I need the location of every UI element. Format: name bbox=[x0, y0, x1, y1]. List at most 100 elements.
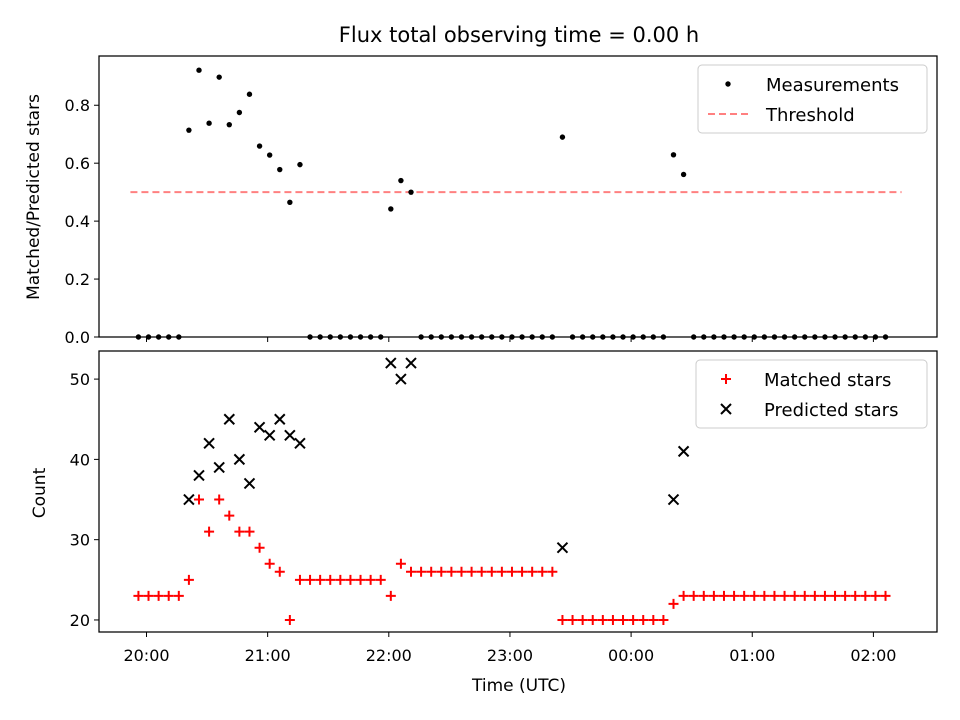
matched-star-point bbox=[153, 590, 164, 601]
matched-star-point bbox=[163, 590, 174, 601]
matched-star-point bbox=[436, 566, 447, 577]
predicted-star-point bbox=[556, 541, 569, 554]
matched-star-point bbox=[506, 566, 517, 577]
matched-star-point bbox=[799, 590, 810, 601]
measurement-point bbox=[680, 171, 687, 178]
matched-star-point bbox=[537, 566, 548, 577]
predicted-star-point bbox=[233, 453, 246, 466]
y-tick-label: 0.6 bbox=[65, 154, 90, 173]
matched-star-point bbox=[325, 574, 336, 585]
predicted-star-point bbox=[405, 357, 417, 369]
matched-star-point bbox=[850, 590, 861, 601]
matched-star-point bbox=[607, 614, 618, 625]
matched-star-point bbox=[880, 590, 891, 601]
matched-star-point bbox=[527, 566, 538, 577]
x-tick-label: 02:00 bbox=[850, 646, 896, 665]
matched-star-point bbox=[264, 558, 275, 569]
matched-star-point bbox=[294, 574, 305, 585]
matched-star-point bbox=[830, 590, 841, 601]
measurement-point bbox=[388, 206, 394, 212]
predicted-star-point bbox=[263, 429, 276, 442]
matched-star-point bbox=[678, 590, 689, 601]
predicted-star-point bbox=[213, 461, 225, 474]
measurement-point bbox=[670, 152, 677, 158]
measurement-point bbox=[226, 121, 232, 128]
matched-star-point bbox=[426, 566, 437, 577]
matched-star-point bbox=[860, 590, 871, 601]
matched-star-point bbox=[819, 590, 830, 601]
matched-star-point bbox=[840, 590, 851, 601]
axes-frame bbox=[98, 55, 938, 338]
measurement-point bbox=[559, 134, 566, 140]
legend-swatch bbox=[725, 81, 731, 87]
predicted-star-point bbox=[677, 445, 690, 458]
matched-star-point bbox=[486, 566, 497, 577]
y-tick-label: 0.0 bbox=[65, 328, 90, 347]
x-tick-label: 20:00 bbox=[123, 646, 169, 665]
matched-star-point bbox=[446, 566, 457, 577]
matched-star-point bbox=[496, 566, 507, 577]
matched-star-point bbox=[688, 590, 699, 601]
predicted-star-point bbox=[253, 421, 266, 433]
matched-star-point bbox=[809, 590, 820, 601]
matched-star-point bbox=[517, 566, 528, 577]
matched-star-point bbox=[476, 566, 487, 577]
x-tick-label: 23:00 bbox=[487, 646, 533, 665]
matched-star-point bbox=[375, 574, 386, 585]
top-y-axis-label: Matched/Predicted stars bbox=[24, 94, 44, 300]
matched-star-point bbox=[718, 590, 729, 601]
matched-star-point bbox=[870, 590, 881, 601]
measurement-point bbox=[196, 67, 202, 73]
legend-label: Predicted stars bbox=[764, 400, 898, 421]
predicted-star-point bbox=[395, 373, 407, 385]
x-tick-label: 21:00 bbox=[245, 646, 291, 665]
matched-star-point bbox=[214, 494, 225, 505]
matched-star-point bbox=[628, 614, 639, 625]
matched-star-point bbox=[749, 590, 760, 601]
legend-swatch bbox=[720, 403, 732, 415]
matched-star-point bbox=[739, 590, 750, 601]
matched-star-point bbox=[577, 614, 588, 625]
plot-area bbox=[133, 357, 891, 625]
matched-star-point bbox=[365, 574, 376, 585]
measurement-point bbox=[206, 120, 212, 126]
matched-star-point bbox=[183, 574, 194, 585]
predicted-star-point bbox=[223, 413, 235, 425]
matched-star-point bbox=[759, 590, 770, 601]
axes-frame bbox=[98, 350, 938, 633]
matched-star-point bbox=[638, 614, 649, 625]
bottom-y-axis-label: Count bbox=[30, 467, 50, 518]
y-tick-label: 20 bbox=[70, 611, 90, 630]
matched-star-point bbox=[173, 590, 184, 601]
y-tick-label: 0.4 bbox=[65, 212, 90, 231]
ratio-panel: 0.0 0.2 0.4 0.6 0.8 Measurements Threshold bbox=[65, 55, 938, 347]
matched-star-point bbox=[133, 590, 144, 601]
matched-star-point bbox=[769, 590, 780, 601]
matched-star-point bbox=[143, 590, 154, 601]
predicted-star-point bbox=[294, 437, 306, 450]
matched-star-point bbox=[729, 590, 740, 601]
predicted-star-point bbox=[274, 413, 286, 425]
matched-star-point bbox=[345, 574, 356, 585]
legend-label: Measurements bbox=[766, 75, 899, 96]
matched-star-point bbox=[385, 590, 396, 601]
matched-star-point bbox=[244, 526, 255, 537]
figure-title: Flux total observing time = 0.00 h bbox=[339, 23, 699, 47]
legend: Matched stars Predicted stars bbox=[695, 359, 928, 429]
legend-label: Matched stars bbox=[764, 370, 891, 391]
measurement-point bbox=[408, 189, 414, 195]
matched-star-point bbox=[406, 566, 417, 577]
matched-star-point bbox=[648, 614, 659, 625]
y-tick-label: 0.8 bbox=[65, 96, 90, 115]
matched-star-point bbox=[779, 590, 790, 601]
matched-star-point bbox=[789, 590, 800, 601]
measurement-point bbox=[216, 74, 222, 80]
matched-star-point bbox=[587, 614, 598, 625]
matched-star-point bbox=[698, 590, 709, 601]
measurement-point bbox=[266, 152, 273, 158]
legend-box bbox=[697, 64, 928, 134]
matched-star-point bbox=[668, 598, 679, 609]
measurement-point bbox=[297, 161, 303, 168]
x-tick-label: 01:00 bbox=[729, 646, 775, 665]
